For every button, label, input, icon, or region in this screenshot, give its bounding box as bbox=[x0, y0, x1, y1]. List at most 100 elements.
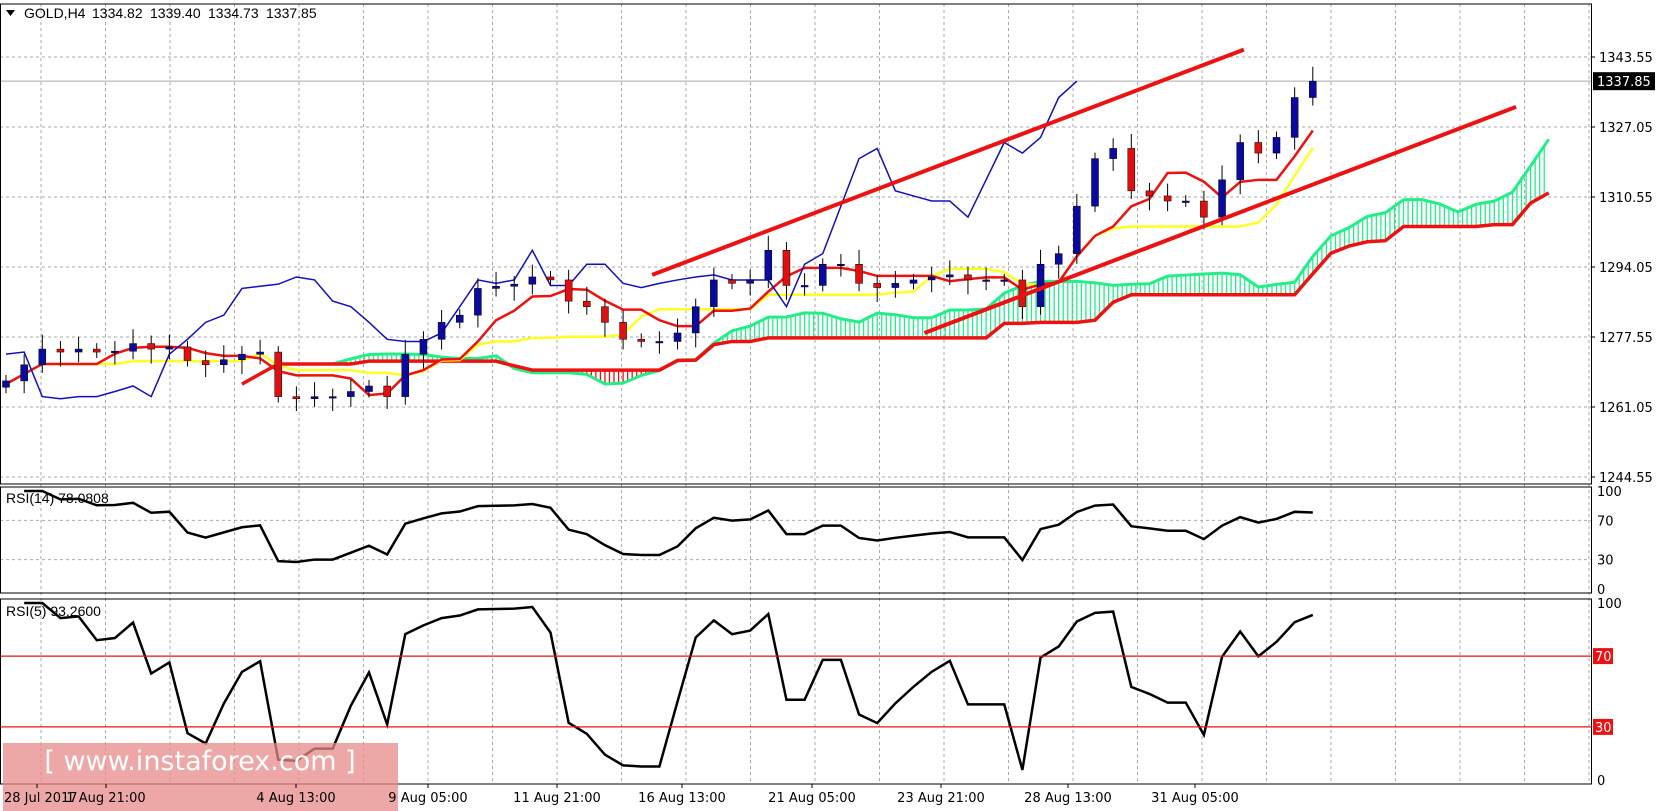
ohlc-high: 1339.40 bbox=[150, 5, 201, 21]
candle-bull bbox=[909, 279, 918, 284]
candle-bear bbox=[292, 396, 301, 399]
indicator-lines bbox=[5, 80, 1550, 400]
candle-bull bbox=[20, 364, 28, 382]
rsi14-tick-label: 100 bbox=[1597, 485, 1622, 500]
y-tick-label: 1294.05 bbox=[1599, 261, 1653, 276]
candle-bull bbox=[1236, 142, 1244, 181]
panel-frame bbox=[0, 598, 1592, 785]
grid bbox=[0, 4, 1591, 784]
candle-bull bbox=[492, 286, 500, 289]
symbol-header[interactable]: GOLD,H4 1334.82 1339.40 1334.73 1337.85 bbox=[6, 5, 317, 21]
current-price-badge bbox=[1593, 72, 1655, 91]
x-tick-label: 9 Aug 05:00 bbox=[388, 791, 467, 806]
candle-bull bbox=[1054, 253, 1063, 265]
dropdown-triangle-icon[interactable] bbox=[6, 10, 15, 16]
candle-bull bbox=[437, 322, 446, 340]
candle-bull bbox=[710, 279, 718, 307]
symbol-label: GOLD,H4 bbox=[24, 5, 86, 21]
candles bbox=[2, 66, 1317, 412]
rsi14-line bbox=[24, 489, 1313, 564]
candle-bear bbox=[56, 348, 65, 353]
candle-bear bbox=[1127, 148, 1136, 192]
candle-bull bbox=[673, 332, 682, 342]
candle-bull bbox=[819, 263, 827, 286]
candle-bull bbox=[365, 385, 373, 392]
watermark: [ www.instaforex.com ] bbox=[3, 743, 398, 811]
candle-bull bbox=[111, 350, 119, 353]
x-tick-label: 31 Aug 05:00 bbox=[1151, 791, 1239, 806]
candle-bull bbox=[2, 380, 10, 388]
candle-bull bbox=[946, 274, 954, 278]
candle-bear bbox=[1254, 142, 1263, 154]
y-tick-label: 1261.05 bbox=[1599, 401, 1653, 416]
candle-bull bbox=[1182, 200, 1190, 203]
candle-bull bbox=[74, 348, 83, 353]
rsi5-line bbox=[24, 601, 1314, 771]
candle-bull bbox=[837, 263, 845, 266]
candle-bull bbox=[927, 276, 936, 281]
candle-bull bbox=[1109, 148, 1117, 159]
rsi14-tick-label: 70 bbox=[1597, 514, 1614, 529]
x-tick-label: 16 Aug 13:00 bbox=[638, 791, 726, 806]
candle-bear bbox=[93, 348, 101, 353]
senkou-span-a-line bbox=[241, 138, 1550, 386]
trendline bbox=[651, 47, 1245, 277]
candle-bull bbox=[746, 279, 754, 284]
ohlc-close: 1337.85 bbox=[266, 5, 317, 21]
y-tick-label: 1244.55 bbox=[1599, 471, 1653, 486]
candle-bull bbox=[1073, 205, 1081, 254]
candle-bull bbox=[1290, 97, 1299, 138]
candle-bull bbox=[165, 346, 174, 350]
candle-bull bbox=[1218, 179, 1226, 218]
candle-bull bbox=[655, 341, 664, 344]
y-tick-label: 1277.55 bbox=[1599, 331, 1653, 346]
trendlines[interactable] bbox=[651, 47, 1517, 335]
candle-bull bbox=[528, 276, 537, 285]
x-tick-label: 28 Aug 13:00 bbox=[1024, 791, 1112, 806]
y-tick-label: 1310.55 bbox=[1599, 191, 1653, 206]
ohlc-open: 1334.82 bbox=[92, 5, 143, 21]
watermark-text: [ www.instaforex.com ] bbox=[44, 746, 355, 777]
candle-bull bbox=[891, 283, 900, 288]
rsi-panels bbox=[0, 489, 1591, 771]
candle-bull bbox=[1000, 279, 1008, 282]
candle-bull bbox=[256, 351, 264, 355]
candle-bear bbox=[1200, 200, 1208, 218]
candle-bear bbox=[873, 283, 881, 288]
candle-bear bbox=[147, 343, 155, 350]
y-tick-label: 1327.05 bbox=[1599, 121, 1653, 136]
axes: 1343.55 1327.05 1310.55 1294.05 1277.55 1261.… bbox=[4, 51, 1655, 806]
x-tick-label: 4 Aug 13:00 bbox=[256, 791, 335, 806]
rsi5-level-badge bbox=[1593, 648, 1613, 665]
ichimoku-cloud bbox=[336, 145, 1545, 384]
candle-bull bbox=[220, 359, 228, 366]
candle-bear bbox=[782, 249, 791, 286]
candle-bull bbox=[982, 279, 990, 282]
candle-bull bbox=[328, 396, 337, 399]
rsi5-level-label: 30 bbox=[1595, 721, 1612, 736]
x-tick-label: 11 Aug 21:00 bbox=[513, 791, 601, 806]
candle-bull bbox=[800, 285, 809, 288]
candle-bear bbox=[201, 360, 210, 366]
chikou-span-line bbox=[5, 80, 1078, 400]
candle-bull bbox=[129, 343, 137, 352]
candle-bear bbox=[1145, 190, 1154, 197]
candle-bull bbox=[764, 249, 773, 281]
candle-bull bbox=[691, 306, 700, 334]
candle-bear bbox=[728, 279, 736, 284]
panel-frame bbox=[0, 486, 1592, 594]
rsi14-tick-label: 0 bbox=[1597, 583, 1605, 598]
tenkan-sen-line bbox=[5, 129, 1314, 397]
candle-bull bbox=[1091, 158, 1099, 207]
candle-bear bbox=[183, 346, 192, 361]
panel-frame bbox=[0, 3, 1592, 485]
candle-bear bbox=[1163, 195, 1172, 202]
x-tick-label: 1 Aug 21:00 bbox=[66, 791, 145, 806]
candle-bear bbox=[964, 274, 972, 281]
panel-frames bbox=[0, 3, 1592, 785]
x-tick-label: 21 Aug 05:00 bbox=[768, 791, 856, 806]
ohlc-low: 1334.73 bbox=[208, 5, 259, 21]
candle-bear bbox=[546, 276, 555, 281]
candle-bull bbox=[1272, 137, 1281, 154]
